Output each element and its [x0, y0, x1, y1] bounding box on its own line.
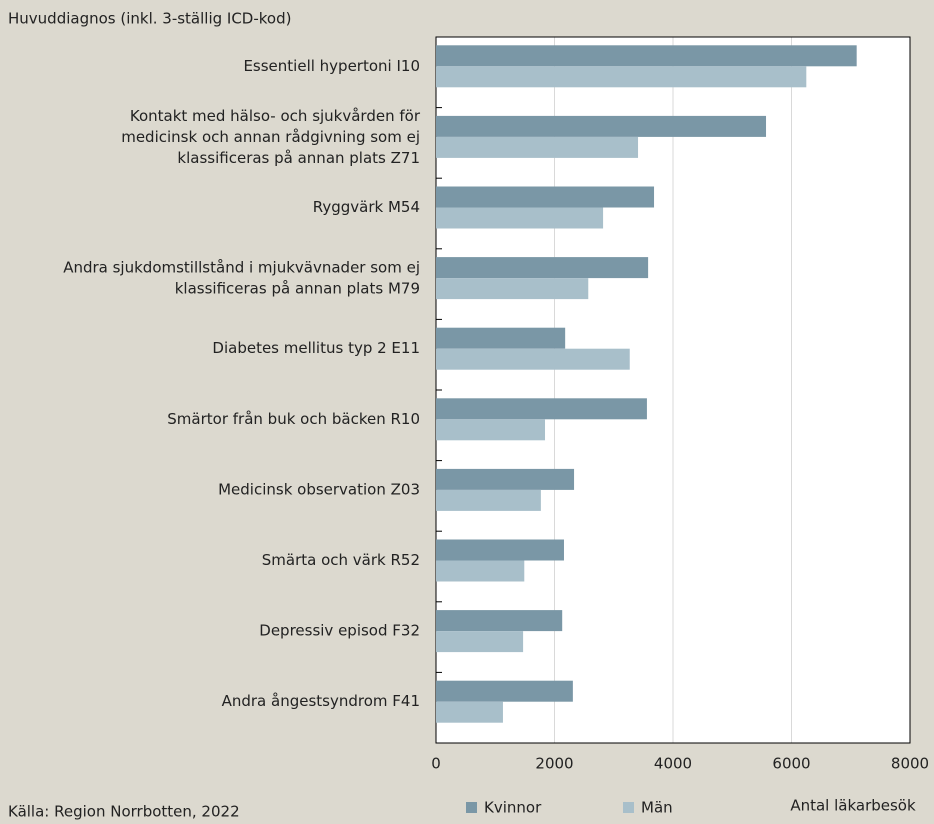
legend-swatch [623, 802, 634, 813]
y-tick-label: Smärtor från buk och bäcken R10 [167, 410, 420, 428]
x-axis-title: Antal läkarbesök [790, 797, 916, 815]
bar [436, 348, 630, 370]
y-tick-label: Depressiv episod F32 [259, 622, 420, 640]
bar [436, 327, 566, 349]
y-tick-label: Ryggvärk M54 [313, 198, 420, 216]
bar [436, 207, 604, 229]
bar [436, 680, 573, 702]
legend-label: Kvinnor [484, 799, 542, 817]
bar [436, 115, 767, 137]
bar [436, 257, 649, 279]
bar [436, 631, 524, 653]
y-tick-label: Andra ångestsyndrom F41 [222, 692, 420, 710]
bar [436, 278, 589, 300]
legend-label: Män [641, 799, 673, 817]
x-tick-label: 4000 [654, 755, 692, 773]
x-tick-label: 2000 [535, 755, 573, 773]
bar [436, 701, 503, 723]
bar [436, 186, 655, 208]
bar [436, 66, 807, 88]
y-tick-label: Diabetes mellitus typ 2 E11 [212, 339, 420, 357]
y-tick-label: Kontakt med hälso- och sjukvården för med… [121, 106, 421, 166]
bar [436, 489, 541, 511]
y-axis-title: Huvuddiagnos (inkl. 3-ställig ICD-kod) [8, 10, 291, 28]
bar [436, 419, 546, 441]
x-tick-label: 0 [431, 755, 441, 773]
y-tick-label: Smärta och värk R52 [262, 551, 420, 569]
x-tick-label: 6000 [772, 755, 810, 773]
bar [436, 560, 525, 582]
x-tick-label: 8000 [891, 755, 929, 773]
legend-swatch [466, 802, 477, 813]
y-tick-label: Andra sjukdomstillstånd i mjukvävnader s… [63, 258, 420, 297]
bar [436, 45, 857, 67]
bar [436, 136, 639, 158]
y-tick-label: Medicinsk observation Z03 [218, 480, 420, 498]
bar [436, 468, 575, 490]
y-tick-label: Essentiell hypertoni I10 [243, 57, 420, 75]
bar [436, 539, 564, 561]
bar [436, 398, 647, 420]
bar [436, 610, 563, 632]
source: Källa: Region Norrbotten, 2022 [8, 803, 240, 821]
